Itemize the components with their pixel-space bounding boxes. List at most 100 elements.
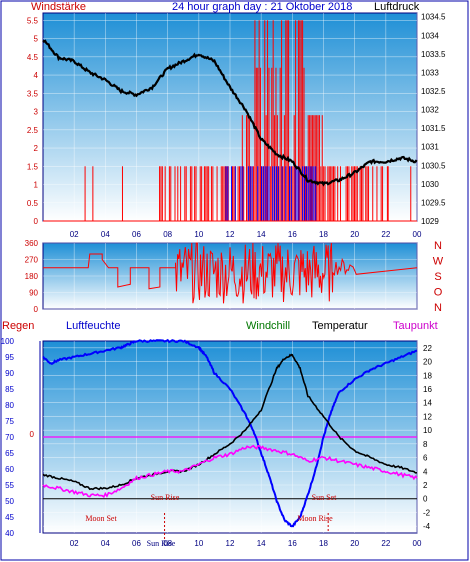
humidity-tick: 100 — [1, 337, 15, 346]
humidity-tick: 90 — [5, 369, 14, 378]
time-tick: 00 — [413, 539, 422, 548]
compass-label: W — [433, 256, 444, 268]
humidity-tick: 95 — [5, 353, 14, 362]
time-tick: 16 — [288, 539, 297, 548]
temperature-tick: 2 — [423, 481, 428, 490]
time-tick: 18 — [319, 230, 328, 239]
wind-speed-axis: 5.5 5 4.5 4 3.5 3 2.5 2 1.5 1 0.5 0 — [27, 16, 39, 226]
time-tick: 00 — [413, 230, 422, 239]
wind-direction-tick: 360 — [25, 239, 39, 248]
temperature-tick: 8 — [423, 440, 428, 449]
pressure-tick: 1030 — [421, 180, 439, 189]
time-tick: 10 — [194, 539, 203, 548]
time-tick: 08 — [163, 230, 172, 239]
humidity-tick: 70 — [5, 433, 14, 442]
temperature-tick: 0 — [423, 495, 428, 504]
humidity-tick: 60 — [5, 465, 14, 474]
wind-speed-tick: 4 — [34, 71, 39, 80]
time-tick: 14 — [257, 230, 266, 239]
sun-rise-axis-label: Sun Rise — [147, 539, 176, 548]
moon-set-label: Moon Set — [85, 514, 117, 523]
temperature-tick: 18 — [423, 371, 432, 380]
wind-direction-tick: 0 — [34, 305, 39, 314]
humidity-tick: 45 — [5, 513, 14, 522]
wind-speed-tick: 4.5 — [27, 53, 39, 62]
compass-label: O — [434, 287, 443, 299]
pressure-axis: 1034.5 1034 1033.5 1033 1032.5 1032 1031.5 1031… — [421, 13, 446, 226]
pressure-tick: 1032 — [421, 106, 439, 115]
wind-direction-tick: 270 — [25, 256, 39, 265]
temperature-tick: -2 — [423, 508, 431, 517]
compass-label: S — [434, 271, 441, 283]
wind-speed-tick: 1 — [34, 181, 39, 190]
compass-label: N — [434, 240, 442, 252]
compass-label: N — [434, 302, 442, 314]
pressure-tick: 1030.5 — [421, 161, 446, 170]
temperature-legend: Temperatur — [312, 320, 368, 332]
temperature-tick: 6 — [423, 454, 428, 463]
wind-direction-tick: 90 — [29, 289, 38, 298]
dewpoint-legend: Taupunkt — [393, 320, 438, 332]
temperature-tick: 14 — [423, 399, 432, 408]
wind-speed-tick: 2.5 — [27, 126, 39, 135]
wind-speed-tick: 3.5 — [27, 89, 39, 98]
time-tick: 20 — [350, 230, 359, 239]
temperature-tick: 4 — [423, 467, 428, 476]
time-tick: 20 — [350, 539, 359, 548]
time-tick: 22 — [381, 539, 390, 548]
pressure-label: Luftdruck — [374, 1, 420, 13]
time-tick: 12 — [226, 539, 235, 548]
humidity-line — [42, 338, 418, 528]
temperature-tick: 20 — [423, 358, 432, 367]
windchill-legend: Windchill — [246, 320, 290, 332]
temperature-line — [42, 353, 418, 491]
time-tick: 06 — [132, 230, 141, 239]
dewpoint-line — [42, 444, 418, 499]
humidity-tick: 55 — [5, 481, 14, 490]
rain-zero-label: 0 — [30, 430, 35, 439]
time-tick: 02 — [70, 539, 79, 548]
pressure-tick: 1031 — [421, 143, 439, 152]
temperature-tick: 10 — [423, 426, 432, 435]
wind-speed-tick: 0.5 — [27, 199, 39, 208]
wind-speed-tick: 5 — [34, 35, 39, 44]
humidity-tick: 85 — [5, 385, 14, 394]
time-tick: 04 — [101, 230, 110, 239]
wind-speed-tick: 5.5 — [27, 16, 39, 25]
time-tick: 08 — [163, 539, 172, 548]
sun-set-label: Sun Set — [312, 493, 337, 502]
sun-rise-label: Sun Rise — [151, 493, 180, 502]
humidity-legend: Luftfeuchte — [66, 320, 120, 332]
humidity-tick: 40 — [5, 529, 14, 538]
wind-direction-tick: 180 — [25, 272, 39, 281]
chart-title: 24 hour graph day : 21 Oktober 2018 — [172, 1, 352, 13]
time-tick: 22 — [381, 230, 390, 239]
time-tick: 16 — [288, 230, 297, 239]
pressure-line — [42, 39, 418, 187]
time-tick: 02 — [70, 230, 79, 239]
wind-strength-label: Windstärke — [31, 1, 86, 13]
wind-direction-line — [42, 242, 418, 304]
time-axis-top: 02 04 06 08 10 12 14 16 18 20 22 00 — [70, 230, 422, 239]
rain-legend: Regen — [2, 320, 34, 332]
wind-speed-tick: 1.5 — [27, 162, 39, 171]
temperature-tick: 22 — [423, 344, 432, 353]
temperature-tick: -4 — [423, 522, 431, 531]
pressure-tick: 1034 — [421, 31, 439, 40]
pressure-tick: 1029 — [421, 217, 439, 226]
humidity-tick: 75 — [5, 417, 14, 426]
humidity-tick: 65 — [5, 449, 14, 458]
pressure-tick: 1031.5 — [421, 124, 446, 133]
wind-speed-tick: 3 — [34, 108, 39, 117]
time-tick: 04 — [101, 539, 110, 548]
astro-markers: Sun Rise Sun Set Moon Set Moon Rise Sun Rise — [85, 493, 337, 548]
time-tick: 12 — [226, 230, 235, 239]
pressure-tick: 1033.5 — [421, 50, 446, 59]
pressure-tick: 1034.5 — [421, 13, 446, 22]
humidity-axis: 100 95 90 85 80 75 70 65 60 55 50 45 40 — [1, 337, 15, 538]
